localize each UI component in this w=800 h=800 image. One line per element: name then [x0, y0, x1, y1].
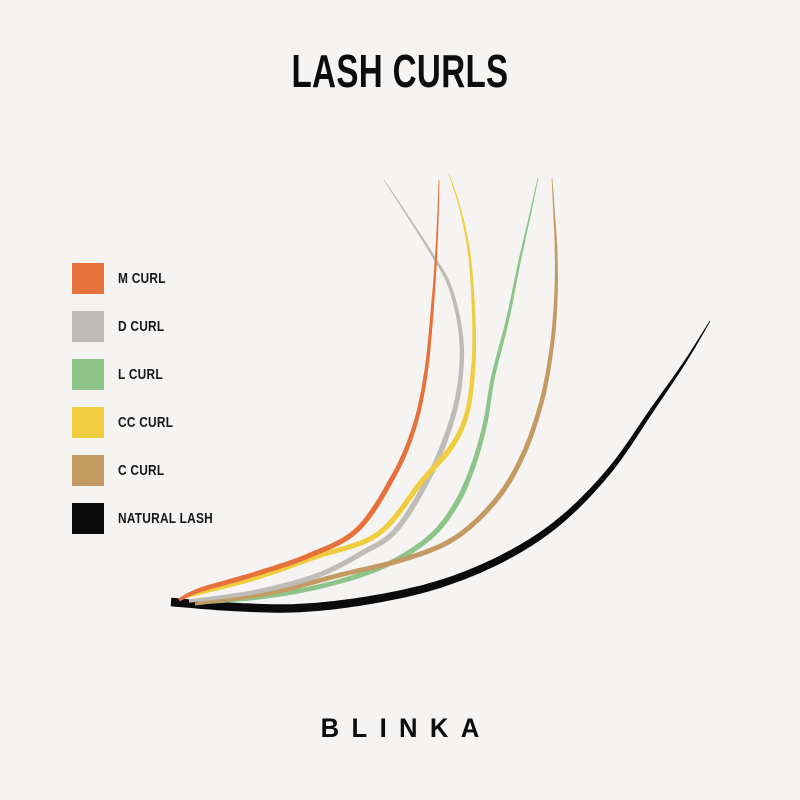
legend-item-l-curl: L CURL — [72, 359, 234, 390]
legend-item-m-curl: M CURL — [72, 263, 234, 294]
page-title: LASH CURLS — [291, 45, 509, 97]
c-curl-swatch — [72, 455, 104, 486]
legend-item-d-curl: D CURL — [72, 311, 234, 342]
legend-item-c-curl: C CURL — [72, 455, 234, 486]
lash-curve-c-curl — [194, 178, 559, 606]
cc-curl-swatch — [72, 407, 104, 438]
legend-item-natural-lash: NATURAL LASH — [72, 503, 234, 534]
legend-item-cc-curl: CC CURL — [72, 407, 234, 438]
l-curl-swatch — [72, 359, 104, 390]
natural-lash-swatch — [72, 503, 104, 534]
legend-label: L CURL — [118, 366, 163, 383]
legend-label: D CURL — [118, 318, 165, 335]
legend-label: NATURAL LASH — [118, 510, 213, 527]
legend-label: C CURL — [118, 462, 165, 479]
legend: M CURL D CURL L CURL CC CURL C CURL NATU… — [72, 263, 234, 551]
brand-logo: BLINKA — [320, 713, 492, 743]
lash-curve-natural-lash — [170, 320, 711, 613]
m-curl-swatch — [72, 263, 104, 294]
legend-label: CC CURL — [118, 414, 174, 431]
d-curl-swatch — [72, 311, 104, 342]
lash-curve-m-curl — [178, 180, 440, 602]
legend-label: M CURL — [118, 270, 166, 287]
